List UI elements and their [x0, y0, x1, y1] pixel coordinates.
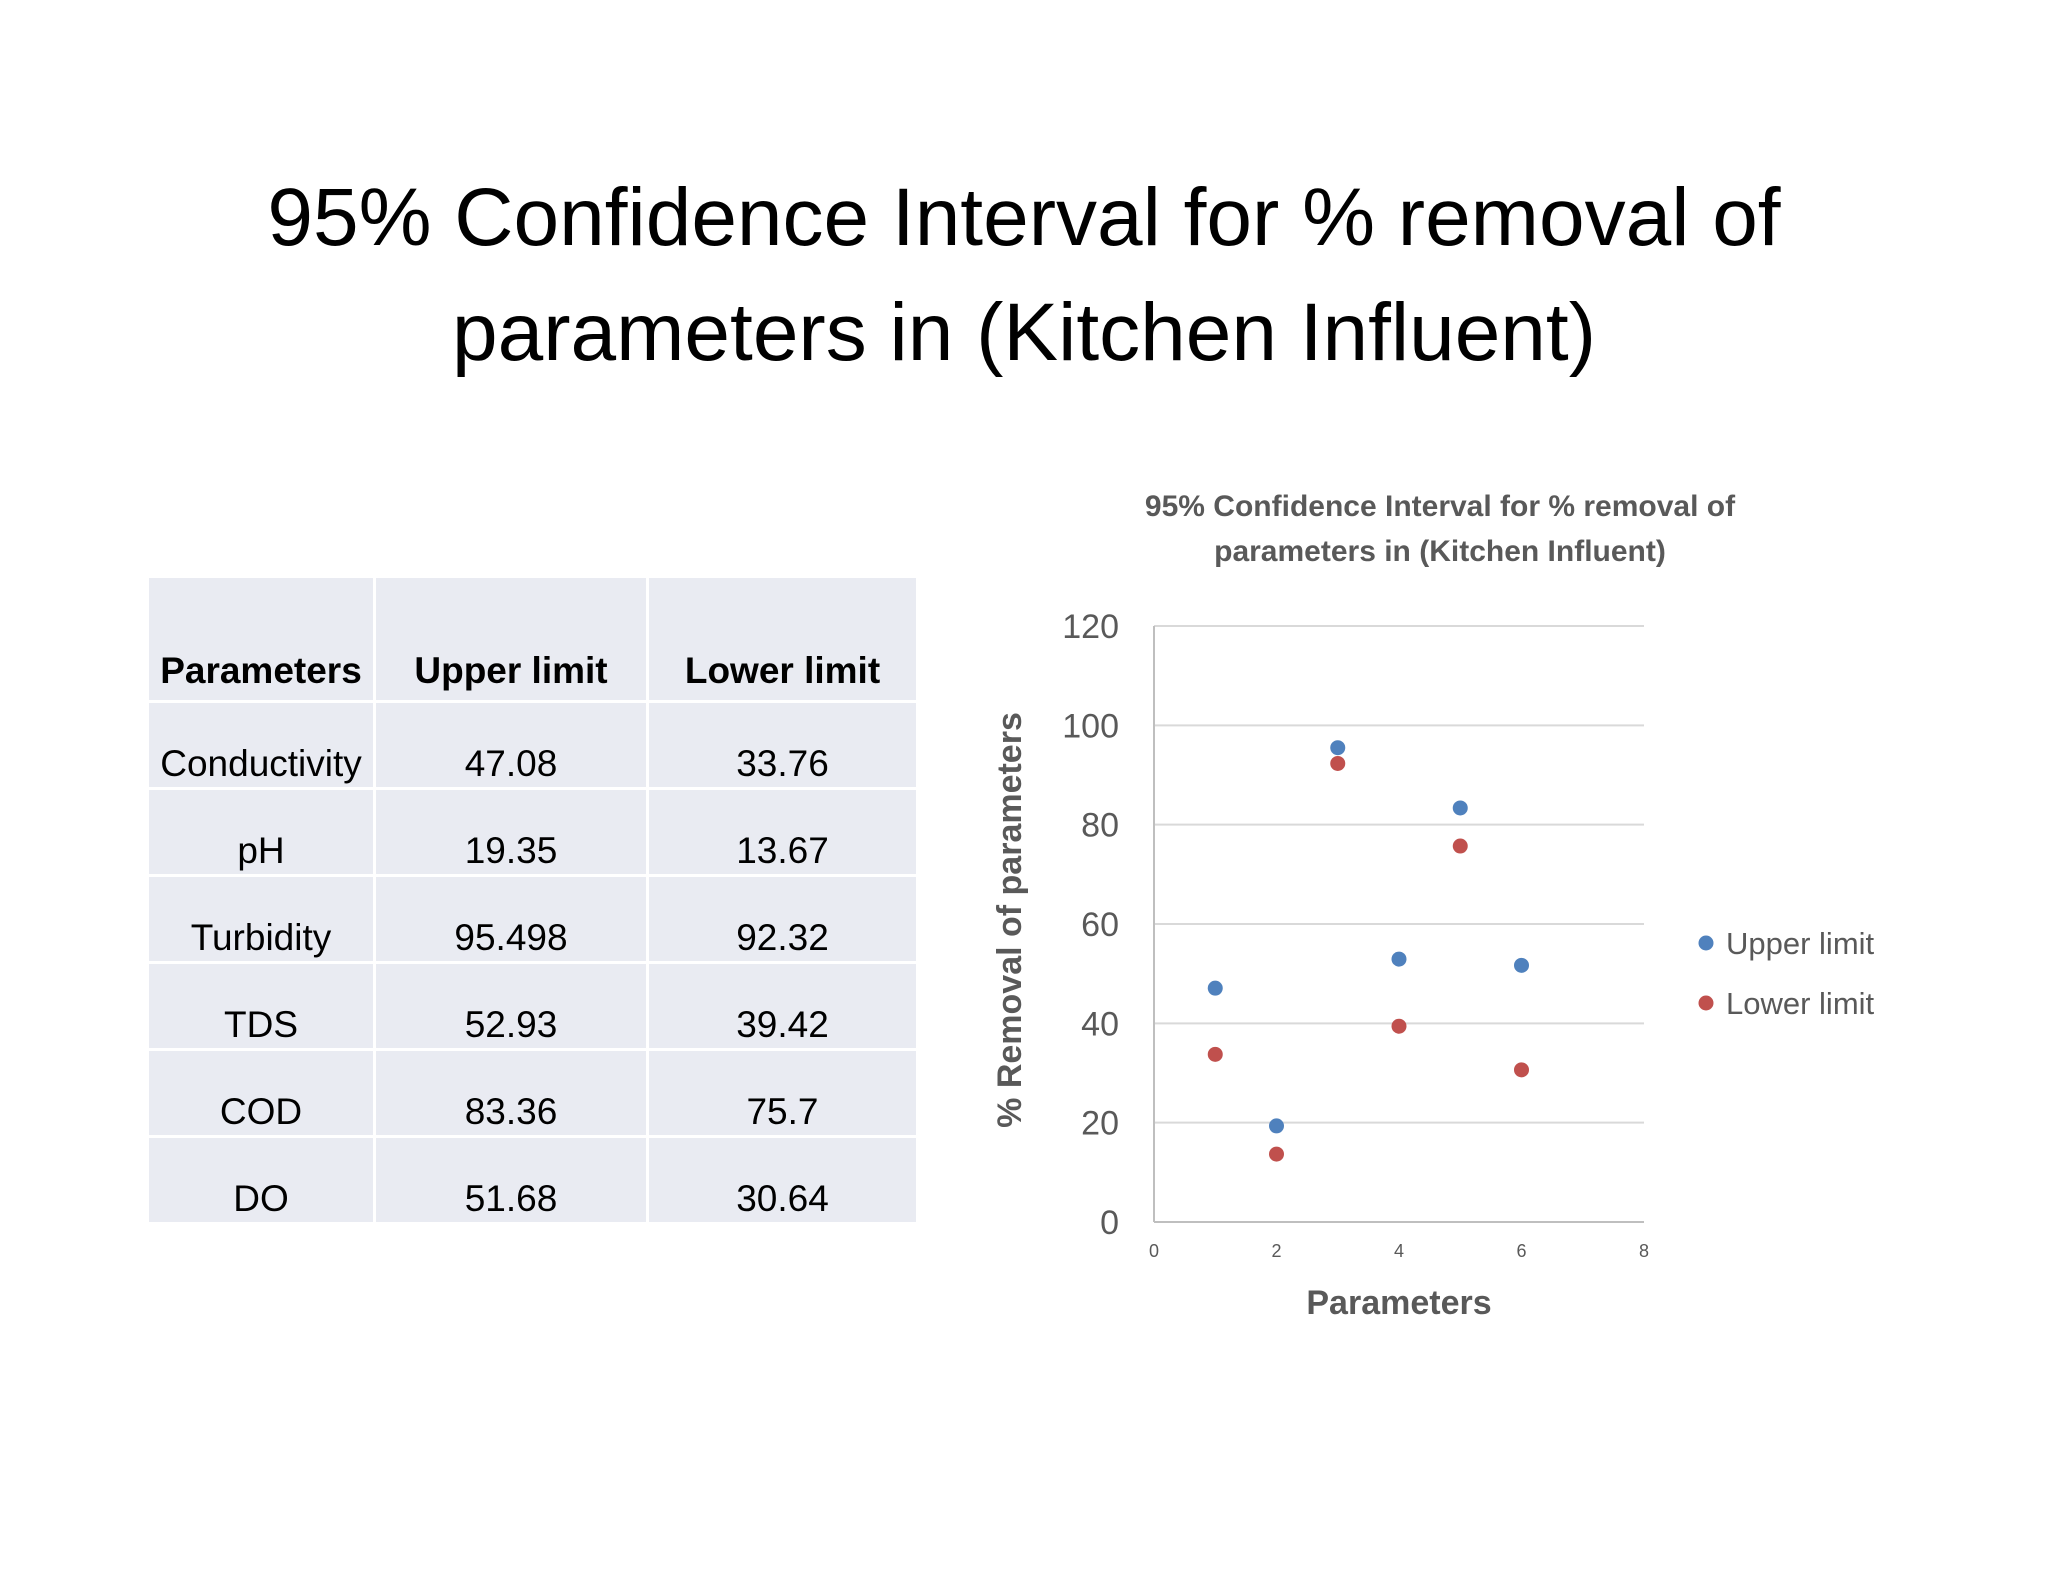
chart-gridlines	[1154, 625, 1644, 1124]
table-row: Turbidity 95.498 92.32	[146, 874, 919, 964]
data-point	[1207, 1046, 1223, 1062]
scatter-chart: 95% Confidence Interval for % removal of…	[960, 470, 1960, 1350]
y-tick-label: 20	[1081, 1105, 1119, 1143]
data-point	[1330, 755, 1346, 771]
chart-axes	[1153, 626, 1644, 1223]
cell-upper-limit: 52.93	[373, 961, 649, 1051]
legend-entry: Lower limit	[1726, 986, 1875, 1021]
cell-upper-limit: 83.36	[373, 1048, 649, 1138]
x-tick-label: 8	[1639, 1241, 1649, 1261]
header-parameters: Parameters	[146, 575, 376, 703]
x-tick-label: 2	[1271, 1241, 1281, 1261]
cell-lower-limit: 33.76	[646, 700, 919, 790]
data-point	[1514, 1062, 1529, 1078]
legend-entry: Upper limit	[1726, 926, 1875, 961]
cell-parameter: Turbidity	[146, 874, 376, 964]
cell-upper-limit: 95.498	[373, 874, 649, 964]
table-row: DO 51.68 30.64	[146, 1135, 919, 1225]
x-tick-label: 4	[1394, 1241, 1404, 1261]
y-tick-label: 80	[1081, 807, 1119, 845]
chart-title-line-2: parameters in (Kitchen Influent)	[1214, 535, 1666, 568]
table-row: COD 83.36 75.7	[146, 1048, 919, 1138]
x-axis-label: Parameters	[1306, 1284, 1491, 1322]
y-tick-label: 0	[1100, 1204, 1119, 1242]
x-tick-label: 0	[1149, 1241, 1159, 1261]
y-tick-label: 60	[1081, 906, 1119, 944]
data-point	[1207, 980, 1223, 996]
data-point	[1330, 740, 1346, 756]
cell-lower-limit: 30.64	[646, 1135, 919, 1225]
legend-marker	[1698, 995, 1714, 1011]
cell-lower-limit: 92.32	[646, 874, 919, 964]
slide-title: 95% Confidence Interval for % removal of…	[0, 160, 2048, 390]
data-point	[1391, 951, 1407, 967]
chart-title-line-1: 95% Confidence Interval for % removal of	[1145, 490, 1736, 523]
chart-tick-labels: 0 20 40 60 80 100 120 0 2 4 6 8	[1062, 608, 1649, 1261]
slide-title-line-2: parameters in (Kitchen Influent)	[452, 287, 1596, 378]
cell-parameter: TDS	[146, 961, 376, 1051]
data-point	[1514, 957, 1529, 973]
slide-title-line-1: 95% Confidence Interval for % removal of	[267, 172, 1781, 263]
cell-lower-limit: 13.67	[646, 787, 919, 877]
data-point	[1269, 1118, 1284, 1134]
cell-parameter: pH	[146, 787, 376, 877]
data-point	[1391, 1018, 1407, 1034]
cell-upper-limit: 47.08	[373, 700, 649, 790]
data-point	[1452, 838, 1468, 854]
cell-lower-limit: 75.7	[646, 1048, 919, 1138]
table-row: pH 19.35 13.67	[146, 787, 919, 877]
table-row: TDS 52.93 39.42	[146, 961, 919, 1051]
cell-lower-limit: 39.42	[646, 961, 919, 1051]
y-tick-label: 120	[1062, 608, 1119, 646]
y-tick-label: 40	[1081, 1005, 1119, 1043]
cell-parameter: Conductivity	[146, 700, 376, 790]
table-header-row: Parameters Upper limit Lower limit	[146, 575, 919, 703]
cell-upper-limit: 51.68	[373, 1135, 649, 1225]
confidence-interval-table: Parameters Upper limit Lower limit Condu…	[146, 575, 919, 1225]
header-lower-limit: Lower limit	[646, 575, 919, 703]
table-row: Conductivity 47.08 33.76	[146, 700, 919, 790]
scatter-chart-svg: 95% Confidence Interval for % removal of…	[991, 490, 1875, 1322]
chart-legend: Upper limit Lower limit	[1698, 926, 1875, 1021]
legend-marker	[1698, 935, 1714, 951]
cell-parameter: COD	[146, 1048, 376, 1138]
header-upper-limit: Upper limit	[373, 575, 649, 703]
cell-parameter: DO	[146, 1135, 376, 1225]
x-tick-label: 6	[1516, 1241, 1526, 1261]
y-axis-label: % Removal of parameters	[991, 712, 1029, 1128]
chart-points	[1207, 740, 1529, 1162]
y-tick-label: 100	[1062, 707, 1119, 745]
cell-upper-limit: 19.35	[373, 787, 649, 877]
data-point	[1452, 800, 1468, 816]
data-point	[1269, 1146, 1284, 1162]
